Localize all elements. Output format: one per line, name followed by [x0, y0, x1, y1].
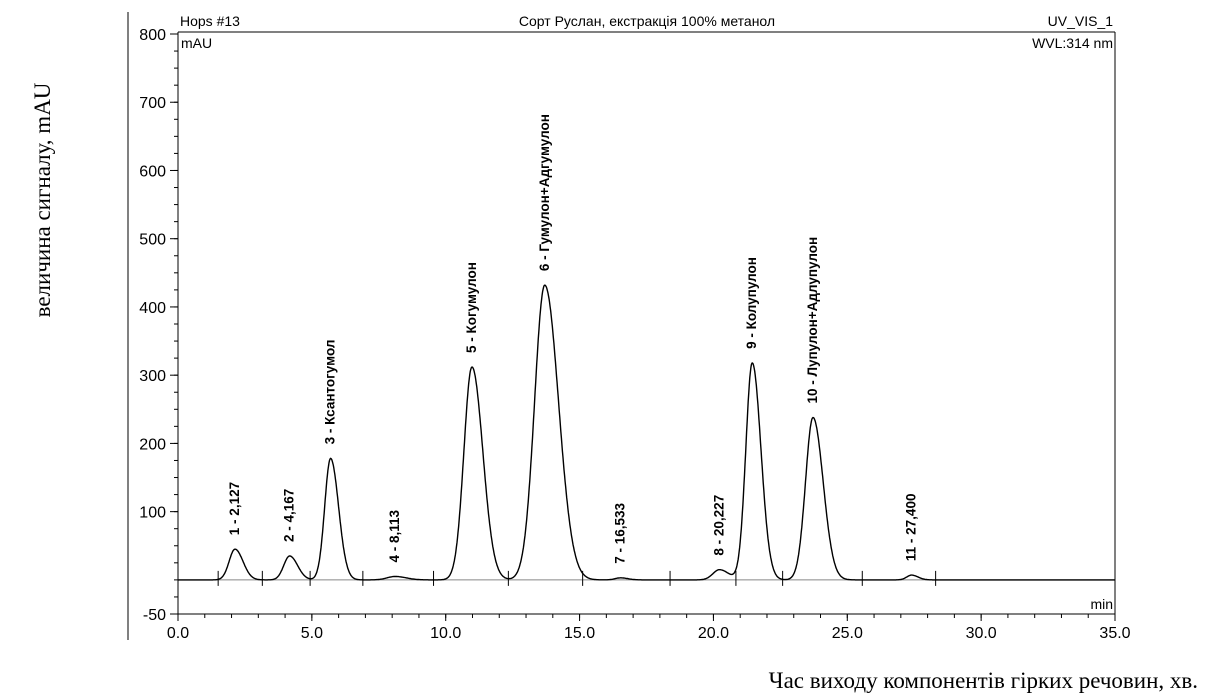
peak-label: 7 - 16,533 [613, 503, 628, 564]
peak-label: 9 - Колупулон [744, 257, 759, 349]
x-tick-label: 5.0 [301, 625, 323, 642]
x-axis: 0.0 5.0 10.0 15.0 20.0 25.0 30.0 35.0 [167, 614, 1131, 642]
x-tick-label: 25.0 [832, 625, 863, 642]
x-axis-title: Час виходу компонентів гірких речовин, х… [769, 668, 1198, 693]
peak-label: 4 - 8,113 [387, 509, 402, 562]
peak-label: 2 - 4,167 [282, 489, 297, 542]
y-tick-label: 400 [139, 300, 166, 317]
y-tick-label: 100 [139, 505, 166, 522]
y-tick-label: 500 [139, 232, 166, 249]
peak-label: 8 - 20,227 [712, 495, 727, 556]
peak-labels: 1 - 2,127 2 - 4,167 3 - Ксантогумол 4 - 8,1… [227, 114, 919, 564]
x-tick-label: 35.0 [1099, 625, 1130, 642]
header-title: Сорт Руслан, екстракція 100% метанол [519, 13, 775, 29]
x-tick-label: 30.0 [966, 625, 997, 642]
peak-label: 11 - 27,400 [904, 494, 919, 562]
y-tick-label: -50 [143, 607, 166, 624]
wavelength-label: WVL:314 nm [1032, 35, 1113, 51]
header-sample: Hops #13 [180, 13, 240, 29]
x-tick-label: 20.0 [698, 625, 729, 642]
x-tick-label: 15.0 [564, 625, 595, 642]
peak-label: 10 - Лупулон+Адлупулон [805, 237, 820, 404]
x-tick-label: 0.0 [167, 625, 189, 642]
y-tick-label: 700 [139, 95, 166, 112]
y-tick-label: 600 [139, 163, 166, 180]
y-unit-label: mAU [181, 35, 212, 51]
y-tick-label: 200 [139, 436, 166, 453]
y-axis-title: величина сигналу, mAU [30, 82, 55, 317]
integration-markers [217, 570, 937, 586]
chromatogram-trace [178, 284, 1115, 581]
y-axis-title-group: величина сигналу, mAU [30, 82, 55, 317]
y-axis: -50 100 200 300 400 500 600 700 800 [139, 27, 178, 624]
peak-label: 6 - Гумулон+Адгумулон [537, 114, 552, 271]
x-tick-label: 10.0 [430, 625, 461, 642]
peak-label: 1 - 2,127 [227, 482, 242, 535]
y-tick-label: 800 [139, 27, 166, 44]
header-channel: UV_VIS_1 [1048, 13, 1114, 29]
peak-label: 3 - Ксантогумол [323, 340, 338, 445]
x-unit-label: min [1090, 596, 1113, 612]
y-tick-label: 300 [139, 368, 166, 385]
peak-label: 5 - Когумулон [464, 262, 479, 353]
